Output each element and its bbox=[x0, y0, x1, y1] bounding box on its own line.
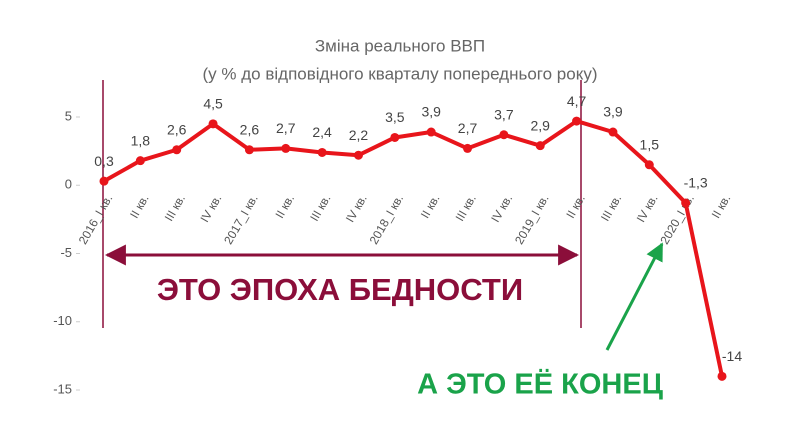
value-label: 2,4 bbox=[312, 124, 332, 140]
value-label: 0,3 bbox=[94, 153, 114, 169]
data-point bbox=[281, 143, 291, 153]
data-point bbox=[499, 130, 509, 140]
x-tick-label: III кв. bbox=[453, 192, 479, 224]
x-tick-label: III кв. bbox=[307, 192, 333, 224]
x-tick-label: 2017_I кв. bbox=[221, 192, 261, 247]
x-tick-label: IV кв. bbox=[488, 192, 515, 225]
data-line bbox=[103, 119, 724, 377]
x-tick-label: IV кв. bbox=[197, 192, 224, 225]
x-tick-label: 2016_I кв. bbox=[76, 192, 116, 247]
pointer-arrow bbox=[605, 242, 664, 351]
data-point bbox=[717, 371, 727, 381]
value-label: 2,9 bbox=[531, 117, 551, 133]
x-tick-label: II кв. bbox=[418, 192, 443, 221]
data-point bbox=[681, 198, 691, 208]
value-label: 3,9 bbox=[421, 104, 441, 120]
x-tick-label: 2018_I кв. bbox=[367, 192, 407, 247]
value-label: 2,2 bbox=[349, 127, 369, 143]
data-point bbox=[644, 160, 654, 170]
value-label: 3,5 bbox=[385, 109, 405, 125]
chart-title: Зміна реального ВВП bbox=[315, 36, 485, 55]
y-tick-label: -5 bbox=[60, 245, 72, 260]
data-point bbox=[353, 150, 363, 160]
data-point bbox=[608, 127, 618, 137]
value-label: 3,9 bbox=[603, 104, 623, 120]
y-tick-label: -10 bbox=[53, 313, 72, 328]
value-label: 2,6 bbox=[240, 121, 260, 137]
data-point bbox=[317, 147, 327, 157]
value-label: -14 bbox=[722, 348, 742, 364]
data-point bbox=[572, 116, 582, 126]
value-label: 1,8 bbox=[131, 132, 151, 148]
data-point bbox=[208, 119, 218, 129]
data-point bbox=[244, 145, 254, 155]
x-tick-label: 2019_I кв. bbox=[512, 192, 552, 247]
data-point bbox=[535, 141, 545, 151]
data-point bbox=[463, 143, 473, 153]
x-tick-label: IV кв. bbox=[343, 192, 370, 225]
data-point bbox=[135, 156, 145, 166]
x-tick-label: IV кв. bbox=[634, 192, 661, 225]
x-tick-label: II кв. bbox=[563, 192, 588, 221]
value-label: 4,7 bbox=[567, 93, 587, 109]
annotation: ЭТО ЭПОХА БЕДНОСТИ bbox=[157, 272, 523, 307]
y-tick-label: 5 bbox=[65, 108, 72, 123]
y-tick-label: 0 bbox=[65, 177, 72, 192]
data-point bbox=[99, 176, 109, 186]
annotation: А ЭТО ЕЁ КОНЕЦ bbox=[417, 368, 663, 401]
data-point bbox=[426, 127, 436, 137]
x-tick-label: II кв. bbox=[273, 192, 298, 221]
value-label: 2,7 bbox=[458, 120, 478, 136]
data-point bbox=[390, 132, 400, 142]
x-tick-label: III кв. bbox=[162, 192, 188, 224]
chart-subtitle: (у % до відповідного кварталу попередньо… bbox=[203, 64, 598, 83]
value-label: 2,7 bbox=[276, 120, 296, 136]
value-label: 2,6 bbox=[167, 121, 187, 137]
data-point bbox=[172, 145, 182, 155]
value-label: 1,5 bbox=[640, 136, 660, 152]
y-tick-label: -15 bbox=[53, 381, 72, 396]
x-tick-label: II кв. bbox=[127, 192, 152, 221]
value-label: -1,3 bbox=[684, 175, 708, 191]
value-label: 4,5 bbox=[203, 96, 223, 112]
x-tick-label: II кв. bbox=[709, 192, 734, 221]
x-tick-label: III кв. bbox=[598, 192, 624, 224]
value-label: 3,7 bbox=[494, 106, 514, 122]
